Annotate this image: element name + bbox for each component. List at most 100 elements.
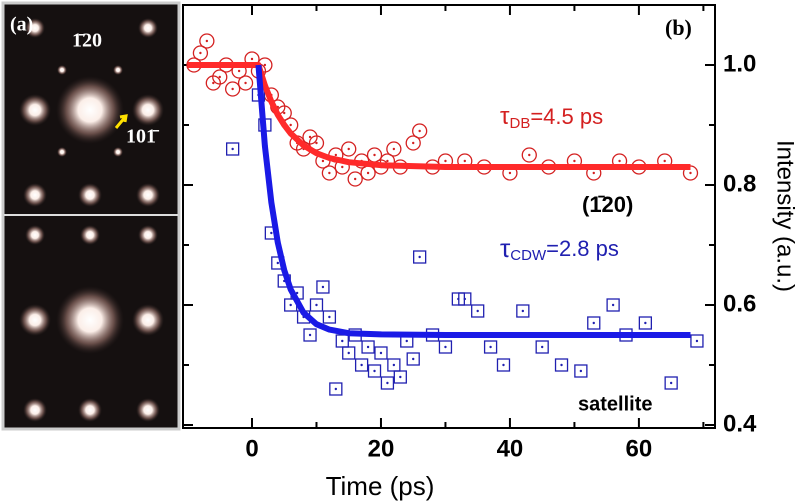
- data-point: [192, 45, 209, 61]
- spot-label: 1̄20: [72, 30, 102, 52]
- data-point: [309, 298, 324, 312]
- marker-dot: [463, 297, 466, 301]
- marker-dot: [379, 351, 383, 355]
- marker-dot: [212, 81, 215, 85]
- marker: [322, 310, 337, 324]
- marker-dot: [231, 147, 234, 151]
- marker: [521, 147, 537, 163]
- y-axis-label: Intensity (a.u.): [772, 140, 799, 292]
- marker-dot: [689, 171, 692, 175]
- marker-dot: [463, 159, 466, 163]
- marker-dot: [444, 159, 447, 163]
- annotation-part: τ: [500, 233, 511, 263]
- marker-dot: [579, 369, 583, 373]
- panel-label: (a): [10, 14, 33, 36]
- annotation-part: τ: [500, 103, 510, 130]
- marker-dot: [592, 321, 595, 325]
- marker-dot: [366, 345, 370, 349]
- annotation: τCDW=2.8 ps: [500, 233, 619, 264]
- marker-dot: [412, 141, 415, 145]
- marker: [212, 69, 228, 85]
- annotation-part: =2.8 ps: [546, 236, 619, 261]
- data-point: [471, 304, 485, 318]
- marker: [587, 316, 601, 330]
- marker-dot: [386, 159, 389, 163]
- marker-dot: [521, 309, 525, 313]
- marker-dot: [347, 147, 350, 151]
- marker: [535, 340, 549, 354]
- marker: [412, 123, 428, 139]
- marker: [342, 346, 356, 360]
- marker-dot: [199, 51, 202, 55]
- marker: [303, 328, 317, 342]
- data-point: [303, 328, 317, 342]
- marker-dot: [347, 351, 350, 355]
- data-point: [322, 310, 337, 324]
- marker-dot: [321, 159, 325, 163]
- marker: [309, 298, 324, 312]
- marker-dot: [360, 363, 363, 367]
- marker-dot: [611, 303, 615, 307]
- marker-dot: [237, 69, 241, 73]
- marker-dot: [321, 285, 325, 289]
- marker: [316, 280, 330, 294]
- data-point: [406, 352, 420, 366]
- arrow: [114, 114, 128, 129]
- data-point: [574, 364, 588, 378]
- data-point: [321, 165, 338, 181]
- data-point: [380, 376, 395, 390]
- data-point: [413, 250, 427, 264]
- marker-dot: [418, 129, 421, 133]
- marker: [496, 358, 511, 372]
- annotation-part: =4.5 ps: [530, 104, 603, 129]
- data-point: [341, 141, 357, 157]
- data-point: [535, 340, 549, 354]
- marker-dot: [695, 339, 699, 343]
- marker-dot: [663, 159, 666, 163]
- marker-dot: [418, 255, 421, 259]
- marker: [638, 316, 653, 330]
- marker-dot: [334, 153, 338, 157]
- marker-dot: [218, 75, 221, 79]
- marker: [405, 135, 421, 151]
- data-point: [374, 346, 388, 360]
- marker: [321, 165, 338, 181]
- x-tick-label: 40: [497, 435, 524, 462]
- data-point: [361, 340, 375, 354]
- marker: [516, 304, 530, 318]
- data-point: [237, 75, 254, 91]
- annotation-part: DB: [509, 115, 530, 132]
- marker-dot: [618, 159, 621, 163]
- y-tick-label: 0.8: [723, 170, 756, 197]
- marker-dot: [502, 363, 505, 367]
- marker: [483, 340, 498, 354]
- x-tick-label: 20: [368, 435, 395, 462]
- marker: [458, 292, 472, 306]
- marker-dot: [528, 153, 531, 157]
- marker-dot: [308, 135, 312, 139]
- x-axis-label: Time (ps): [326, 471, 435, 501]
- data-point: [347, 171, 363, 187]
- data-point: [521, 147, 537, 163]
- data-point: [483, 340, 498, 354]
- spot-label: 101̄: [126, 126, 160, 148]
- marker-dot: [373, 369, 376, 373]
- marker: [606, 298, 620, 312]
- diffraction-spots: [19, 18, 164, 422]
- data-point: [367, 364, 382, 378]
- marker: [192, 45, 209, 61]
- marker: [574, 364, 588, 378]
- annotation: τDB=4.5 ps: [500, 103, 603, 132]
- marker: [374, 346, 388, 360]
- marker-dot: [476, 309, 479, 313]
- marker: [393, 370, 407, 384]
- annotation: satellite: [578, 393, 652, 415]
- marker: [664, 376, 678, 390]
- marker-dot: [573, 159, 576, 163]
- data-point: [664, 376, 678, 390]
- marker: [225, 81, 241, 97]
- marker-dot: [308, 333, 312, 337]
- marker: [406, 352, 420, 366]
